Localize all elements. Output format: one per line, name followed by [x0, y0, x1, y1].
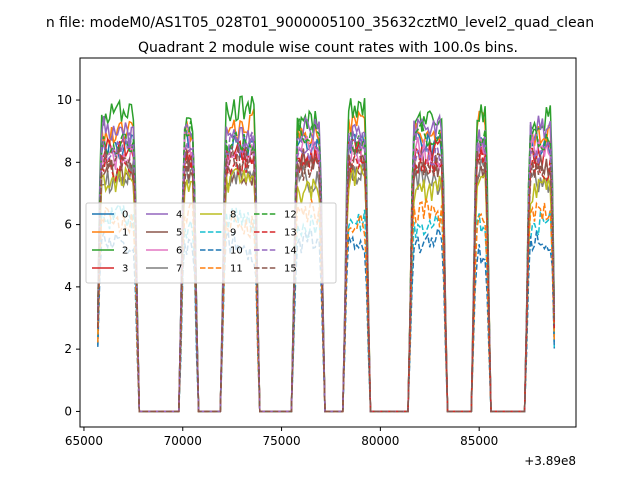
legend-label-5: 5: [176, 228, 182, 239]
y-tick-label: 0: [64, 404, 72, 418]
series-layer: [97, 95, 556, 413]
legend-label-8: 8: [230, 210, 236, 221]
x-offset-text: +3.89e8: [524, 454, 576, 468]
legend-label-7: 7: [176, 264, 182, 275]
y-tick-label: 10: [57, 93, 72, 107]
y-tick-label: 8: [64, 155, 72, 169]
x-tick-label: 75000: [262, 434, 300, 448]
legend-label-2: 2: [122, 246, 128, 257]
x-tick-label: 80000: [361, 434, 399, 448]
legend-label-12: 12: [284, 210, 297, 221]
legend-label-10: 10: [230, 246, 243, 257]
x-tick-label: 85000: [460, 434, 498, 448]
x-tick-label: 70000: [164, 434, 202, 448]
series-line-15: [97, 145, 556, 413]
legend-label-6: 6: [176, 246, 182, 257]
legend-box: [85, 202, 337, 284]
legend-label-14: 14: [284, 246, 297, 257]
y-tick-label: 6: [64, 218, 72, 232]
legend-label-13: 13: [284, 228, 297, 239]
legend-label-11: 11: [230, 264, 243, 275]
legend-label-15: 15: [284, 264, 297, 275]
chart-title: Quadrant 2 module wise count rates with …: [138, 40, 518, 56]
legend-label-1: 1: [122, 228, 128, 239]
legend-label-9: 9: [230, 228, 236, 239]
y-tick-label: 4: [64, 280, 72, 294]
chart-suptitle: n file: modeM0/AS1T05_028T01_9000005100_…: [46, 15, 594, 31]
y-tick-label: 2: [64, 342, 72, 356]
x-tick-label: 65000: [65, 434, 103, 448]
plot-area: [79, 57, 577, 428]
x-axis: 65000 70000 75000 80000 85000: [65, 427, 498, 448]
legend-label-0: 0: [122, 210, 128, 221]
y-axis: 0 2 4 6 8 10: [57, 93, 80, 418]
legend-label-4: 4: [176, 210, 182, 221]
legend-label-3: 3: [122, 264, 128, 275]
